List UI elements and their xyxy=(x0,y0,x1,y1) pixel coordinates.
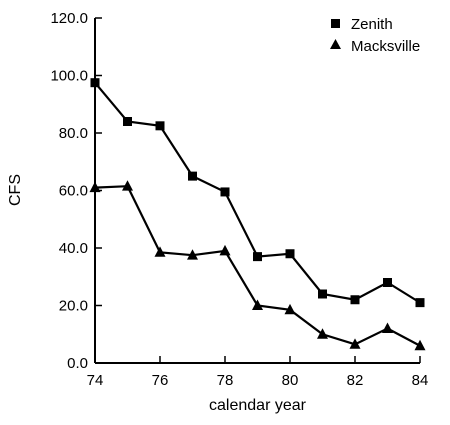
x-tick-label: 82 xyxy=(347,372,364,389)
data-point-square xyxy=(318,289,327,299)
y-tick-label: 120.0 xyxy=(50,10,88,27)
y-tick-label: 100.0 xyxy=(50,68,88,85)
y-tick-label: 20.0 xyxy=(59,298,88,315)
data-point-triangle xyxy=(349,338,361,349)
data-point-square xyxy=(253,252,262,262)
legend-marker-square xyxy=(331,19,340,28)
data-point-square xyxy=(123,117,132,126)
legend-label-zenith: Zenith xyxy=(351,16,393,33)
data-point-square xyxy=(383,278,392,287)
data-point-triangle xyxy=(122,180,133,191)
data-point-square xyxy=(155,121,165,131)
data-point-triangle xyxy=(382,322,393,333)
y-axis-label: CFS xyxy=(7,174,24,206)
data-point-square xyxy=(90,78,100,88)
series-line xyxy=(94,185,421,347)
x-tick-label: 84 xyxy=(412,372,429,389)
data-point-triangle xyxy=(89,181,101,193)
data-point-triangle xyxy=(284,303,296,315)
legend-label-macksville: Macksville xyxy=(351,38,420,55)
axes xyxy=(94,18,420,364)
data-point-triangle xyxy=(154,246,166,257)
data-point-triangle xyxy=(219,244,231,256)
y-tick-label: 60.0 xyxy=(59,183,88,200)
y-ticks: 0.0 20.0 40.0 60.0 80.0 100.0 120.0 xyxy=(50,10,102,372)
series-line xyxy=(94,81,421,304)
legend: Zenith Macksville xyxy=(330,16,420,55)
x-tick-label: 78 xyxy=(217,372,234,389)
data-point-triangle xyxy=(252,299,263,310)
x-axis-label: calendar year xyxy=(209,397,307,414)
data-point-square xyxy=(220,187,230,197)
data-point-triangle xyxy=(187,249,198,260)
y-tick-label: 0.0 xyxy=(67,355,88,372)
x-ticks: 74 76 78 80 82 84 xyxy=(87,356,429,389)
series-1 xyxy=(89,180,426,351)
data-point-square xyxy=(285,249,295,259)
x-tick-label: 76 xyxy=(152,372,169,389)
series-layer xyxy=(89,78,426,351)
data-point-square xyxy=(188,171,197,181)
x-tick-label: 80 xyxy=(282,372,299,389)
x-tick-label: 74 xyxy=(87,372,104,389)
data-point-triangle xyxy=(414,339,426,351)
data-point-triangle xyxy=(317,328,328,339)
data-point-square xyxy=(415,298,425,308)
data-point-square xyxy=(350,295,360,305)
y-tick-label: 40.0 xyxy=(59,240,88,257)
series-0 xyxy=(90,78,425,308)
y-tick-label: 80.0 xyxy=(59,125,88,142)
legend-marker-triangle xyxy=(330,39,341,49)
